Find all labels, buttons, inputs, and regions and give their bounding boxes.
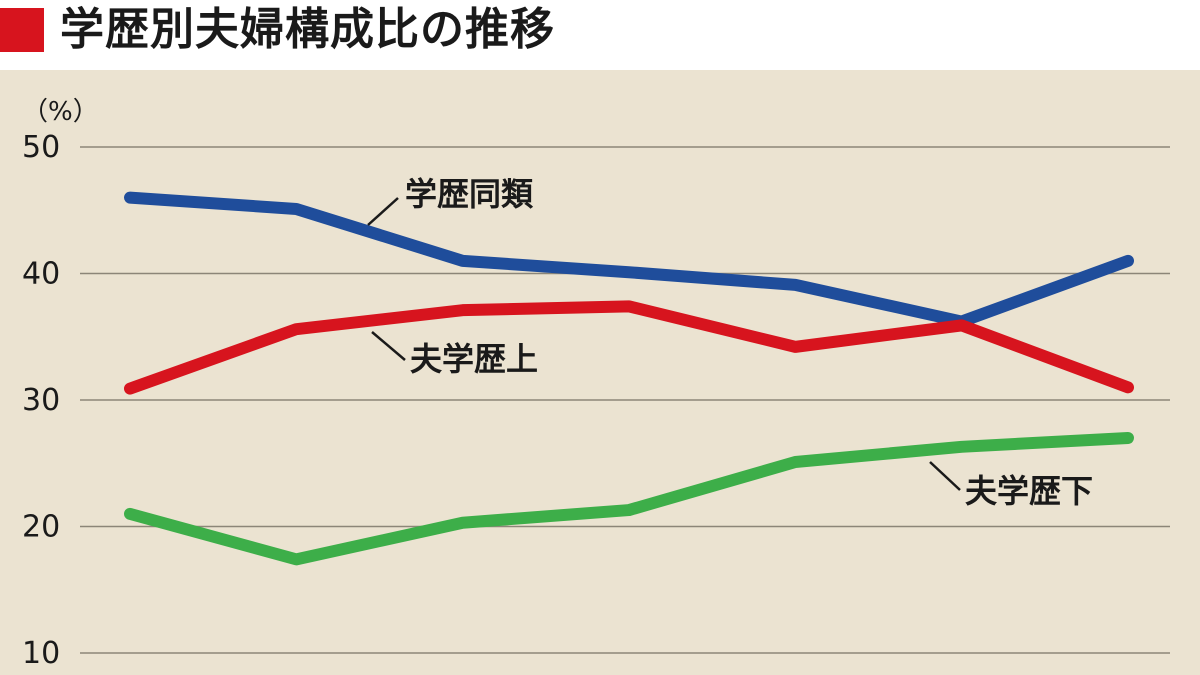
title-marker-square [0,8,44,52]
series-label-3: 夫学歴下 [965,472,1093,510]
series-label-2: 夫学歴上 [410,340,538,378]
series-line-2 [124,300,1134,395]
y-tick-label-40: 40 [22,257,60,292]
y-tick-label-20: 20 [22,510,60,545]
annotation-leaders [367,197,961,491]
y-tick-label-10: 10 [22,636,60,671]
chart-title: 学歴別夫婦構成比の推移 [60,4,555,55]
series-label-1: 学歴同類 [405,175,534,213]
leader-line-3 [929,461,961,491]
grid-lines [80,146,1170,654]
chart-header: 学歴別夫婦構成比の推移 [0,0,1200,70]
plot-area: 10 20 30 40 50 （%） 学歴同類夫学歴上夫学歴下 [0,70,1200,675]
y-tick-label-30: 30 [22,383,60,418]
y-tick-label-50: 50 [22,130,60,165]
y-axis-unit-label: （%） [22,97,99,127]
y-tick-labels: 10 20 30 40 50 [22,130,60,671]
leader-line-1 [367,197,399,226]
leader-line-2 [371,331,406,361]
series-line-3 [124,431,1134,566]
series-lines [124,191,1134,566]
